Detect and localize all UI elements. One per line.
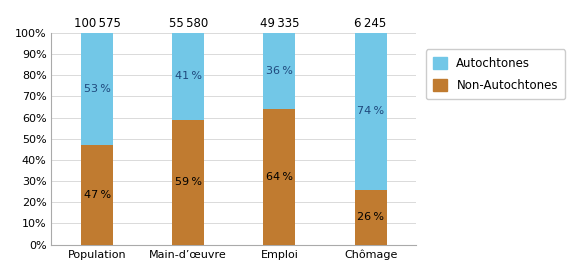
Text: 49 335: 49 335: [260, 17, 299, 30]
Bar: [172, 33, 204, 120]
Text: 47 %: 47 %: [83, 190, 110, 200]
Legend: Autochtones, Non-Autochtones: Autochtones, Non-Autochtones: [426, 50, 565, 99]
Bar: [264, 33, 295, 109]
Bar: [355, 33, 387, 190]
Text: 41 %: 41 %: [175, 72, 202, 81]
Bar: [264, 109, 295, 245]
Bar: [355, 190, 387, 245]
Text: 100 575: 100 575: [73, 17, 120, 30]
Bar: [81, 33, 113, 145]
Text: 74 %: 74 %: [357, 106, 384, 116]
Text: 64 %: 64 %: [266, 172, 293, 182]
Text: 6 245: 6 245: [354, 17, 387, 30]
Text: 59 %: 59 %: [175, 177, 202, 187]
Text: 53 %: 53 %: [84, 84, 110, 94]
Bar: [172, 120, 204, 245]
Text: 26 %: 26 %: [357, 212, 384, 222]
Text: 55 580: 55 580: [169, 17, 208, 30]
Text: 36 %: 36 %: [266, 66, 293, 76]
Bar: [81, 145, 113, 245]
